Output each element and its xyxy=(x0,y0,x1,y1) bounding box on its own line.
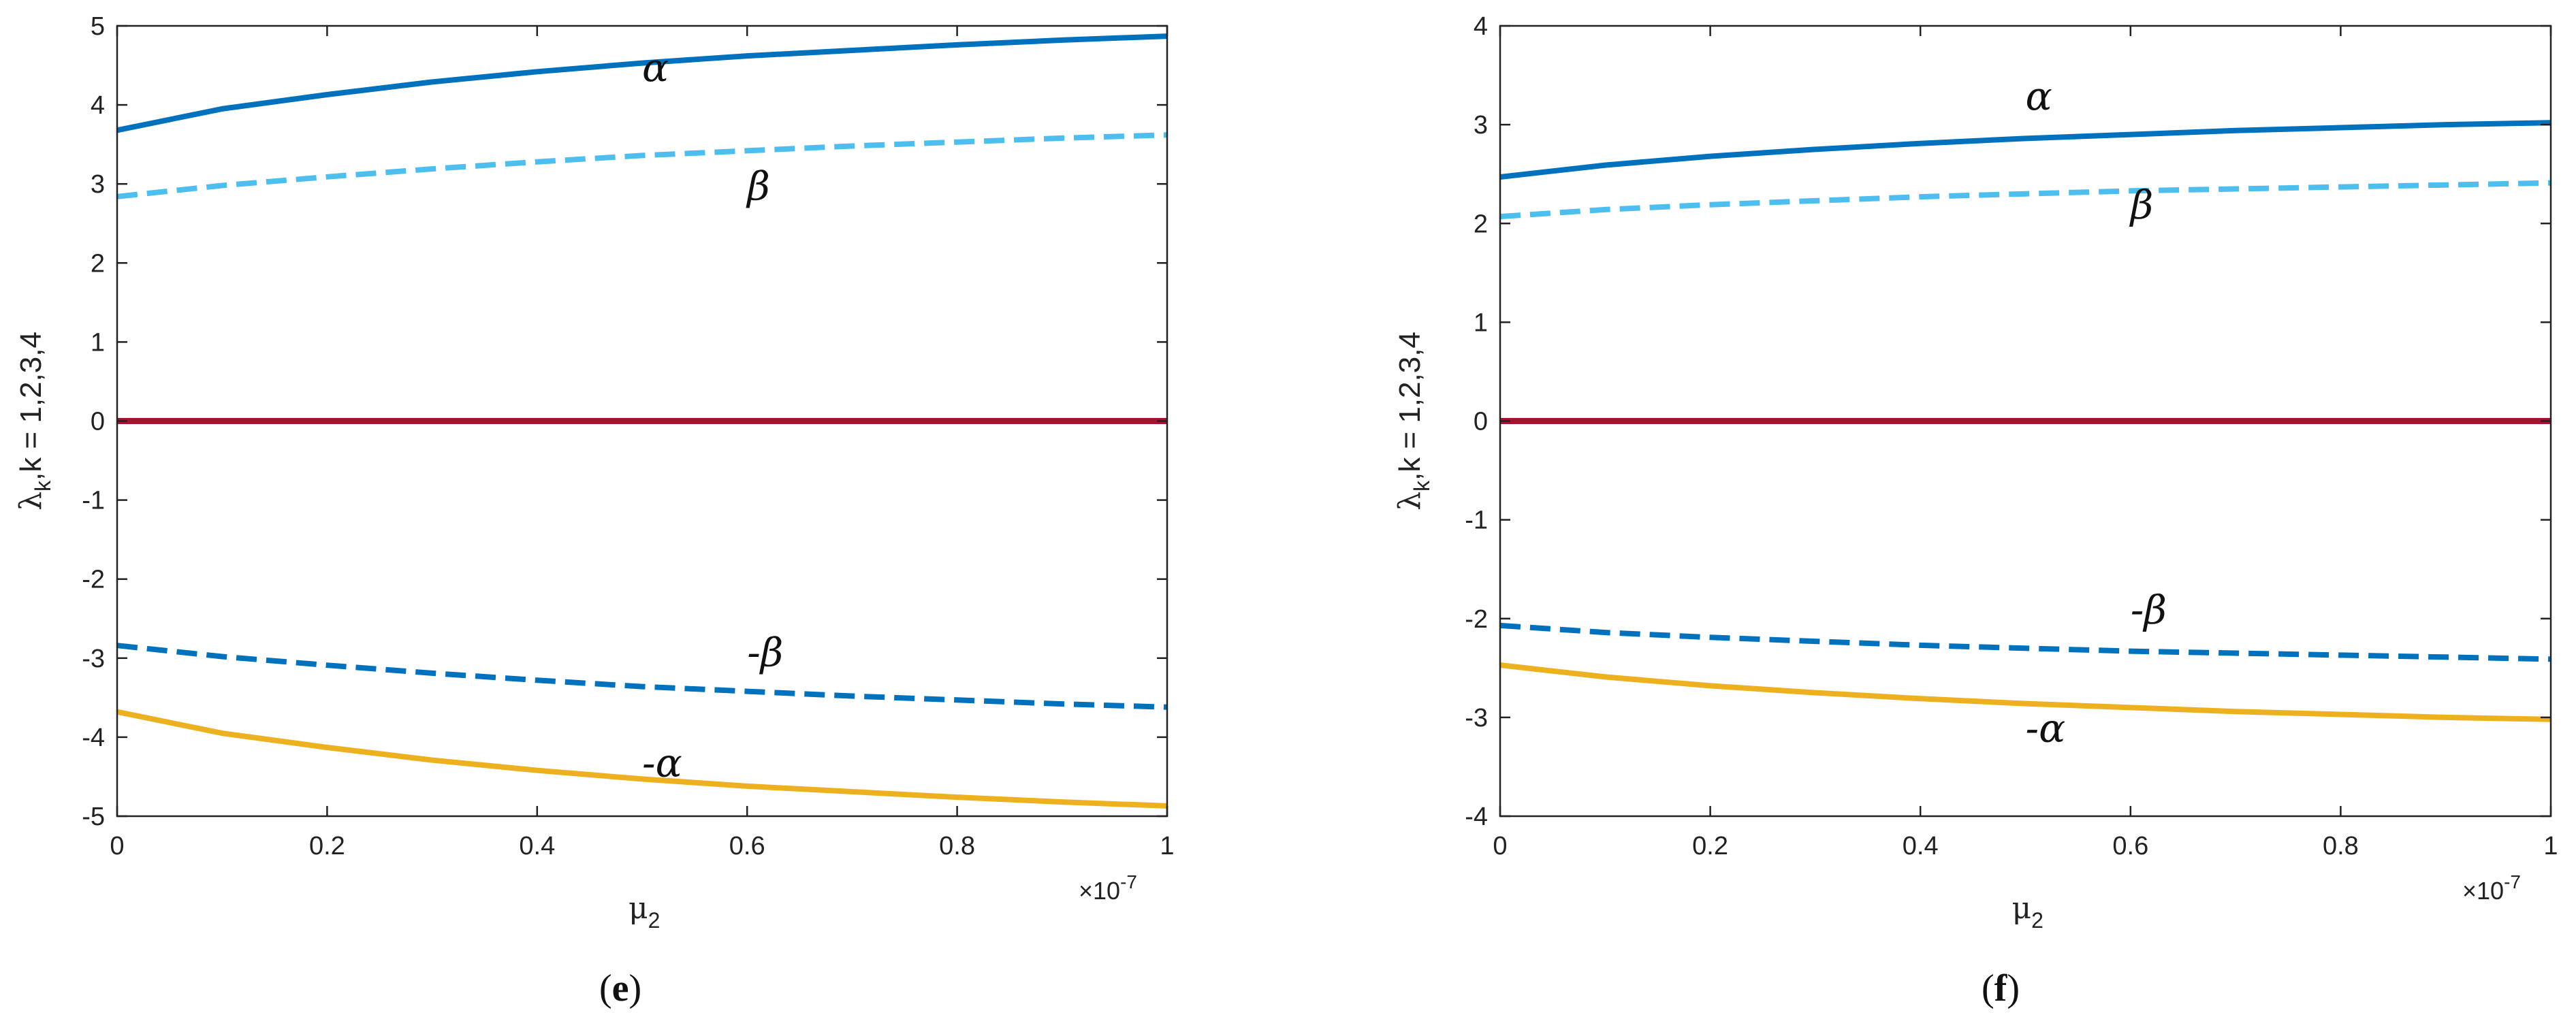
x-tick-label: 0 xyxy=(1493,832,1507,860)
y-tick-label: -1 xyxy=(82,487,105,515)
x-axis-label: μ2 xyxy=(629,891,660,933)
y-tick-label: 4 xyxy=(91,91,105,120)
chart-panel-e: 0 0.2 0.4 0.6 0.8 1 -5 -4 -3 -2 -1 0 1 2 3 4 5 ×10-7 μ2 λk,… xyxy=(14,12,1175,1010)
x-tick-label: 0.4 xyxy=(1903,832,1939,860)
x-tick-label: 0.8 xyxy=(2323,832,2359,860)
x-tick-label: 0 xyxy=(110,832,124,860)
series-annotation-e-2: -β xyxy=(747,629,783,675)
chart-panel-f: 0 0.2 0.4 0.6 0.8 1 -4 -3 -2 -1 0 1 2 3 4 ×10-7 μ2 λk,k =… xyxy=(1393,12,2558,1010)
series-line-e-4 xyxy=(116,709,1168,809)
y-tick-label: -3 xyxy=(82,645,105,673)
x-axis-label: μ2 xyxy=(2012,891,2044,933)
y-tick-label: -1 xyxy=(1465,506,1488,535)
y-tick-label: 2 xyxy=(1474,210,1488,238)
y-tick-label: 5 xyxy=(91,12,105,41)
y-tick-label: 3 xyxy=(91,170,105,199)
y-tick-label: -4 xyxy=(1465,803,1488,831)
x-tick-label: 0.6 xyxy=(2112,832,2148,860)
y-tick-label: 1 xyxy=(91,328,105,357)
y-tick-label: -2 xyxy=(1465,605,1488,634)
x-tick-label: 0.2 xyxy=(309,832,345,860)
series-line-f-1 xyxy=(1499,180,2551,220)
y-tick-label: 0 xyxy=(91,408,105,436)
y-tick-label: -3 xyxy=(1465,704,1488,732)
series-line-e-1 xyxy=(116,132,1168,199)
y-tick-label: -4 xyxy=(82,724,105,752)
series-annotation-e-3: -α xyxy=(642,740,682,786)
series-annotation-e-0: α xyxy=(642,44,669,91)
y-tick-label: -2 xyxy=(82,566,105,594)
series-annotation-f-0: α xyxy=(2026,73,2052,119)
y-axis-label: λk,k = 1,2,3,4 xyxy=(14,332,55,511)
series-line-f-4 xyxy=(1499,662,2551,722)
y-tick-label: 0 xyxy=(1474,408,1488,436)
series-annotation-f-1: β xyxy=(2129,182,2154,228)
panel-caption-e: (e) xyxy=(599,967,641,1010)
x-tick-label: 1 xyxy=(2543,832,2558,860)
series-line-e-3 xyxy=(116,643,1168,710)
x-tick-label: 0.4 xyxy=(519,832,555,860)
x-tick-label: 0.2 xyxy=(1692,832,1728,860)
x-exponent-label: ×10-7 xyxy=(1079,871,1137,905)
x-tick-label: 1 xyxy=(1160,832,1174,860)
panel-caption-f: (f) xyxy=(1982,967,2020,1010)
y-tick-label: 2 xyxy=(91,249,105,278)
series-annotation-f-3: -α xyxy=(2026,705,2066,752)
series-line-e-0 xyxy=(116,33,1168,133)
x-tick-label: 0.8 xyxy=(939,832,975,860)
series-line-f-3 xyxy=(1499,622,2551,662)
series-annotation-f-2: -β xyxy=(2131,587,2167,633)
series-annotation-e-1: β xyxy=(746,163,770,209)
y-tick-label: -5 xyxy=(82,803,105,831)
x-exponent-label: ×10-7 xyxy=(2462,871,2521,905)
x-tick-label: 0.6 xyxy=(729,832,765,860)
y-tick-label: 3 xyxy=(1474,111,1488,140)
y-tick-label: 1 xyxy=(1474,308,1488,337)
y-axis-label: λk,k = 1,2,3,4 xyxy=(1393,332,1434,511)
series-line-f-0 xyxy=(1499,120,2551,180)
y-tick-label: 4 xyxy=(1474,12,1488,41)
